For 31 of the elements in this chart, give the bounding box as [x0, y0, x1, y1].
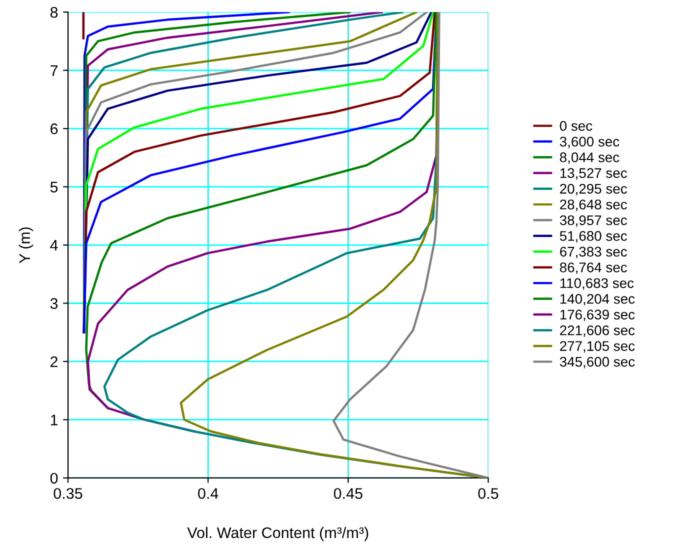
legend-label: 176,639 sec — [560, 310, 635, 322]
legend-label: 140,204 sec — [560, 294, 635, 306]
legend-label: 67,383 sec — [560, 246, 627, 258]
y-tick-label: 5 — [50, 182, 58, 192]
legend-label: 13,527 sec — [560, 168, 627, 180]
legend-label: 277,105 sec — [560, 341, 635, 353]
y-tick-label: 1 — [50, 414, 58, 426]
legend-label: 221,606 sec — [560, 325, 635, 337]
y-tick-label: 2 — [50, 356, 58, 368]
legend-label: 3,600 sec — [560, 136, 620, 148]
y-tick-label: 8 — [50, 6, 58, 18]
y-tick-label: 0 — [50, 472, 58, 484]
legend-label: 0 sec — [560, 120, 592, 131]
y-tick-label: 4 — [50, 240, 58, 251]
legend-label: 20,295 sec — [560, 184, 627, 196]
legend-label: 28,648 sec — [560, 200, 627, 212]
legend-label: 110,683 sec — [560, 278, 634, 290]
y-tick-label: 6 — [50, 123, 58, 134]
legend-label: 38,957 sec — [560, 215, 627, 227]
legend-label: 51,680 sec — [560, 231, 627, 243]
legend-label: 86,764 sec — [560, 262, 627, 274]
legend-label: 345,600 sec — [560, 356, 635, 368]
x-tick-label: 0.35 — [54, 488, 82, 499]
y-tick-label: 3 — [50, 298, 58, 309]
x-tick-label: 0.4 — [198, 488, 218, 499]
y-axis-title: Y (m) — [18, 227, 34, 264]
x-tick-label: 0.45 — [334, 488, 362, 499]
x-axis-title: Vol. Water Content (m³/m³) — [187, 526, 368, 542]
x-tick-label: 0.5 — [478, 488, 498, 499]
y-tick-label: 7 — [50, 65, 58, 76]
legend-label: 8,044 sec — [560, 152, 620, 164]
